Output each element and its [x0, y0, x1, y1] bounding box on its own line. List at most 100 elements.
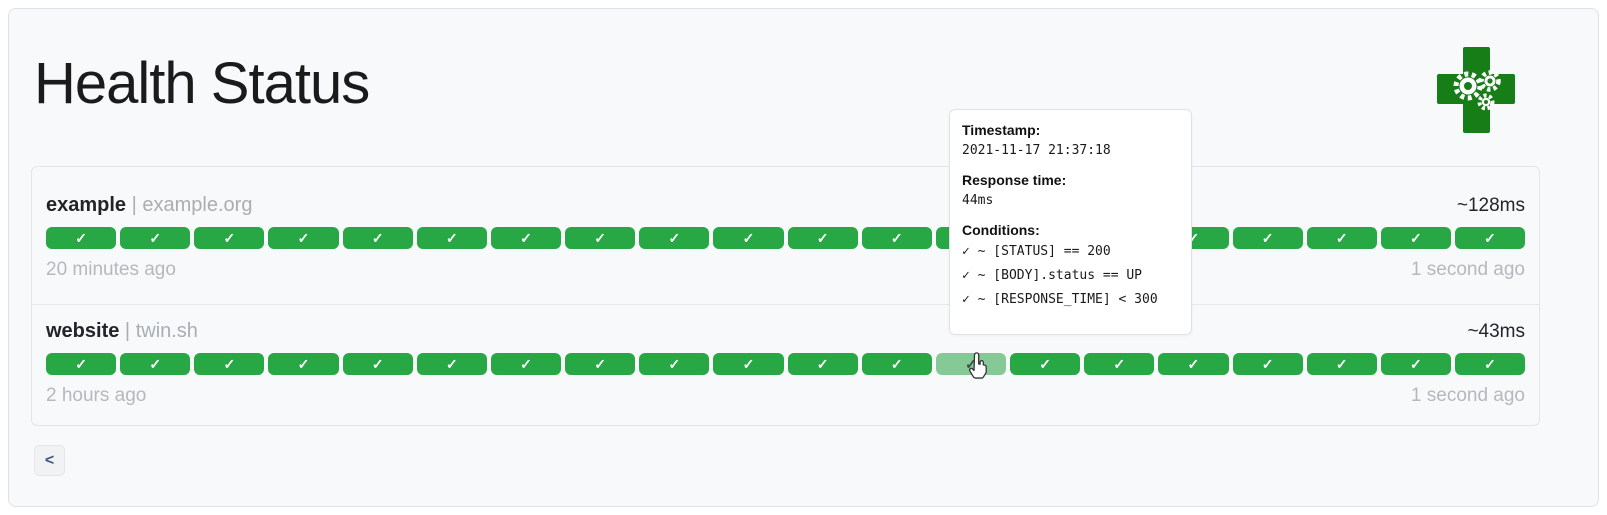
health-check-bar[interactable]: ✓ [342, 227, 413, 249]
check-icon: ✓ [668, 230, 681, 246]
health-check-timeline: ✓✓✓✓✓✓✓✓✓✓✓✓✓✓✓✓✓✓✓✓ [46, 227, 1526, 249]
check-icon: ✓ [1335, 230, 1348, 246]
health-check-bar[interactable]: ✓ [1454, 353, 1526, 375]
check-icon: ✓ [1261, 356, 1274, 372]
service-separator: | [124, 320, 131, 342]
health-check-bar[interactable]: ✓ [1380, 353, 1451, 375]
health-check-timeline: ✓ ✓ ✓ ✓ ✓ ✓ ✓ ✓ ✓ ✓ ✓ ✓ ✓ ✓ ✓ ✓ ✓ ✓ ✓ ✓ [46, 353, 1526, 375]
check-icon: ✓ [1335, 356, 1348, 372]
service-avg-response: ~128ms [1456, 195, 1525, 216]
tooltip-timestamp-label: Timestamp: [962, 122, 1041, 138]
health-check-bar[interactable]: ✓ [639, 227, 710, 249]
health-check-bar[interactable]: ✓ [1232, 227, 1303, 249]
check-icon: ✓ [1410, 356, 1422, 372]
health-check-bar[interactable]: ✓ [490, 353, 562, 375]
check-icon: ✓ [742, 356, 755, 372]
check-icon: ✓ [816, 230, 829, 246]
service-title: website | twin.sh [46, 320, 198, 343]
health-check-bar[interactable]: ✓ [120, 227, 191, 249]
health-check-bar[interactable]: ✓ [342, 353, 413, 375]
newest-result-label: 1 second ago [1410, 259, 1525, 280]
health-check-bar[interactable]: ✓ [1380, 227, 1451, 249]
tooltip-response-time-label: Response time: [962, 172, 1067, 188]
check-icon: ✓ [75, 230, 87, 246]
check-icon: ✓ [594, 230, 607, 246]
health-check-bar[interactable]: ✓ [268, 353, 339, 375]
gatus-logo-icon [1437, 47, 1515, 133]
health-check-bar[interactable]: ✓ [861, 353, 932, 375]
health-check-bar[interactable]: ✓ [861, 227, 932, 249]
service-row-example: example | example.org ~128ms ✓ ✓ ✓ ✓ ✓ ✓ ✓ ✓ ✓ ✓ ✓… [32, 167, 1539, 304]
health-check-bar[interactable]: ✓ [416, 353, 487, 375]
check-icon: ✓ [1113, 356, 1126, 372]
health-check-bar[interactable]: ✓ [194, 353, 265, 375]
health-check-bar[interactable]: ✓ [1306, 227, 1377, 249]
oldest-result-label: 2 hours ago [46, 385, 147, 406]
check-icon: ✓ [149, 230, 162, 246]
tooltip-response-time-value: 44ms [962, 193, 994, 208]
health-check-bar[interactable]: ✓ [1010, 353, 1081, 375]
health-check-bar[interactable]: ✓ [787, 227, 858, 249]
check-icon: ✓ [445, 356, 458, 372]
check-icon: ✓ [816, 356, 829, 372]
health-check-bar[interactable]: ✓ [416, 227, 487, 249]
check-icon: ✓ [890, 230, 903, 246]
health-check-bar[interactable]: ✓ [1232, 353, 1303, 375]
health-status-card: Health Status example | example.org ~ [8, 8, 1599, 507]
check-icon: ✓ [1187, 230, 1200, 246]
previous-page-button[interactable]: < [34, 445, 65, 476]
check-icon: ✓ [1410, 230, 1422, 246]
services-board: example | example.org ~128ms ✓ ✓ ✓ ✓ ✓ ✓ ✓ ✓ ✓ ✓ ✓… [31, 166, 1540, 426]
check-icon: ✓ [297, 230, 310, 246]
health-check-bar[interactable]: ✓ [120, 353, 191, 375]
service-avg-response: ~43ms [1467, 321, 1525, 342]
health-check-bar[interactable]: ✓ [194, 227, 265, 249]
health-check-bar[interactable]: ✓ [935, 353, 1007, 375]
health-check-bar[interactable]: ✓ [639, 353, 710, 375]
tooltip-condition: ✓ ~ [BODY].status == UP [962, 268, 1143, 283]
check-icon: ✓ [371, 230, 384, 246]
health-check-bar[interactable]: ✓ [565, 227, 636, 249]
tooltip-conditions-label: Conditions: [962, 222, 1040, 238]
check-icon: ✓ [594, 356, 607, 372]
check-icon: ✓ [520, 356, 532, 372]
check-icon: ✓ [223, 230, 236, 246]
health-check-bar[interactable]: ✓ [787, 353, 858, 375]
hand-cursor-icon [968, 352, 987, 379]
service-host: example.org [142, 194, 253, 216]
page-title: Health Status [34, 51, 370, 116]
chevron-left-icon: < [44, 451, 55, 469]
service-separator: | [131, 194, 137, 216]
health-check-bar[interactable]: ✓ [1306, 353, 1377, 375]
check-icon: ✓ [890, 356, 903, 372]
check-icon: ✓ [742, 230, 755, 246]
health-check-bar[interactable]: ✓ [1084, 353, 1155, 375]
check-icon: ✓ [75, 356, 87, 372]
tooltip-condition: ✓ ~ [RESPONSE_TIME] < 300 [962, 292, 1158, 307]
health-check-bar[interactable]: ✓ [268, 227, 339, 249]
check-icon: ✓ [1039, 356, 1051, 372]
health-check-bar[interactable]: ✓ [46, 227, 117, 249]
health-check-bar[interactable]: ✓ [490, 227, 562, 249]
check-icon: ✓ [1187, 356, 1200, 372]
check-icon: ✓ [1484, 230, 1496, 246]
check-icon: ✓ [965, 356, 977, 372]
service-name[interactable]: website [46, 320, 120, 342]
service-name[interactable]: example [46, 194, 127, 216]
health-check-bar[interactable]: ✓ [46, 353, 117, 375]
service-host: twin.sh [135, 320, 198, 342]
health-check-bar[interactable]: ✓ [565, 353, 636, 375]
service-row-website: website | twin.sh ~43ms ✓ ✓ ✓ ✓ ✓ ✓ ✓ ✓ ✓ ✓ ✓ ✓ ✓ ✓ ✓ ✓… [32, 304, 1539, 427]
tooltip-timestamp-value: 2021-11-17 21:37:18 [962, 143, 1111, 158]
health-check-bar[interactable]: ✓ [1158, 353, 1229, 375]
check-icon: ✓ [149, 356, 162, 372]
health-check-bar[interactable]: ✓ [1454, 227, 1526, 249]
health-check-bar[interactable]: ✓ [713, 353, 784, 375]
check-icon: ✓ [1261, 230, 1274, 246]
service-title: example | example.org [46, 194, 252, 217]
oldest-result-label: 20 minutes ago [46, 259, 176, 280]
check-icon: ✓ [1484, 356, 1496, 372]
check-icon: ✓ [297, 356, 310, 372]
health-check-bar[interactable]: ✓ [713, 227, 784, 249]
check-icon: ✓ [223, 356, 236, 372]
